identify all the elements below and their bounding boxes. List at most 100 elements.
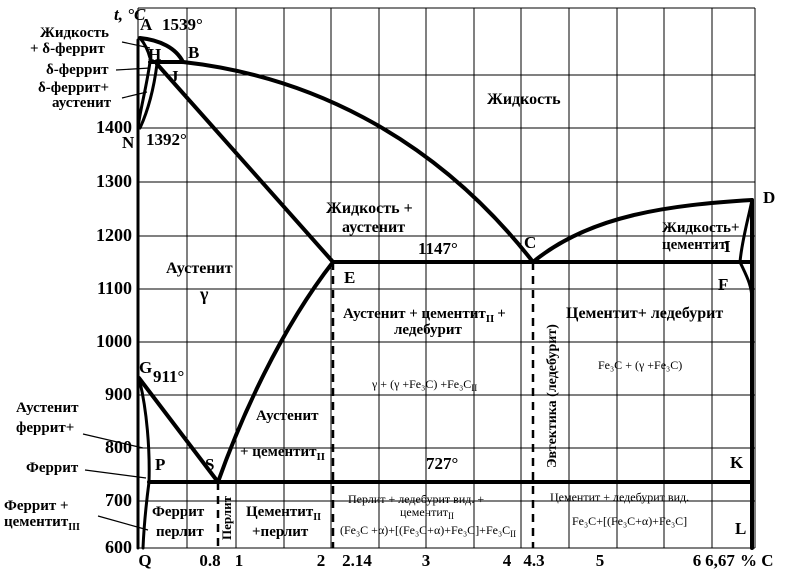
region-eutectic: Эвтектика (ледебурит)	[545, 324, 560, 468]
y-tick-1000: 1000	[96, 331, 132, 351]
region-liquid: Жидкость	[487, 91, 561, 108]
point-F: F	[718, 275, 728, 294]
region-cem-pearl-1: ЦементитII	[246, 504, 321, 523]
temp-1539: 1539°	[162, 15, 203, 34]
region-pl-2-sub: II	[448, 511, 454, 521]
region-aust-cem-led-formula: γ + (γ +Fe₃C) +Fe₃CII	[371, 377, 477, 393]
region-pl-3-sub: II	[510, 529, 516, 539]
region-cem-led: Цементит+ ледебурит	[566, 305, 723, 322]
point-S: S	[205, 455, 214, 474]
region-labels: Жидкость Жидкость + δ-феррит δ-феррит δ-…	[4, 25, 740, 540]
y-tick-800: 800	[105, 437, 132, 457]
region-pl-2: цементитII	[400, 505, 454, 521]
x-tick-1: 1	[235, 551, 244, 570]
point-B: B	[188, 43, 199, 62]
point-C: C	[524, 233, 536, 252]
y-tick-1300: 1300	[96, 171, 132, 191]
region-ferr-cem-2-main: цементит	[4, 514, 69, 530]
line-GP	[137, 376, 151, 484]
point-labels: A H B J N E C D I F G P S K L	[122, 15, 775, 538]
x-tick-0.8: 0.8	[199, 551, 220, 570]
point-G: G	[139, 358, 152, 377]
x-tick-3: 3	[422, 551, 431, 570]
region-aust-cem-led-formula-sub: II	[471, 383, 477, 393]
point-I: I	[724, 237, 731, 256]
line-PQ	[141, 480, 151, 550]
temperature-labels: 1539° 1392° 1147° 911° 727°	[146, 15, 458, 473]
region-ferr-pearl-2: перлит	[156, 524, 204, 540]
point-L: L	[735, 519, 746, 538]
x-tick-4.3: 4.3	[523, 551, 544, 570]
y-tick-1400: 1400	[96, 117, 132, 137]
region-pl-3: (Fe₃C +α)+[(Fe₃C+α)+Fe₃C]+Fe₃CII	[340, 523, 516, 539]
x-tick-5: 5	[596, 551, 605, 570]
region-ferr-cem-1: Феррит +	[4, 498, 69, 514]
point-H: H	[148, 45, 161, 64]
dashed-lines	[216, 262, 535, 548]
y-tick-1100: 1100	[97, 278, 132, 298]
region-gamma: γ	[199, 284, 209, 304]
region-ferr-cem-2-sub: III	[68, 522, 80, 533]
x-tick-Q: Q	[138, 551, 151, 570]
liquidus-CD	[531, 198, 754, 264]
region-delta-ferrite: δ-феррит	[46, 62, 109, 78]
line-GS	[137, 376, 220, 484]
region-aust-cem-2-main: + цементит	[240, 444, 317, 460]
region-delta-aust-1: δ-феррит+	[38, 80, 109, 96]
region-pl-2-main: цементит	[400, 505, 449, 519]
x-tick-4: 4	[503, 551, 512, 570]
point-E: E	[344, 268, 355, 287]
line-JN	[138, 62, 159, 130]
point-K: K	[730, 453, 744, 472]
region-aust-cem-led-1-sub: II	[486, 313, 495, 325]
region-cl-1: Цементит + ледебурит вид.	[550, 490, 689, 504]
region-aust-cem-led-1: Аустенит + цементитII +	[343, 306, 506, 325]
region-aust-ferr-2: феррит+	[16, 420, 74, 436]
x-tick-2: 2	[317, 551, 326, 570]
x-tick-6: 6	[693, 551, 702, 570]
y-tick-labels: 600 700 800 900 1000 1100 1200 1300 1400	[96, 117, 132, 557]
y-axis-title: t, °C	[114, 5, 146, 24]
region-austenite: Аустенит	[166, 260, 233, 277]
point-P: P	[155, 455, 165, 474]
region-cl-2: Fe₃C+[(Fe₃C+α)+Fe₃C]	[572, 514, 687, 528]
line-IF	[738, 260, 754, 302]
region-liquid-delta-2: + δ-феррит	[30, 41, 105, 57]
point-A: A	[140, 15, 153, 34]
region-cem-pearl-2: +перлит	[252, 524, 309, 540]
region-aust-ferr-1: Аустенит	[16, 400, 79, 416]
y-tick-1200: 1200	[96, 225, 132, 245]
x-tick-labels: Q 0.8 1 2 2.14 3 4 4.3 5 6 6,67	[138, 551, 735, 570]
region-cem-pearl-1-sub: II	[313, 512, 321, 523]
point-J: J	[170, 67, 179, 86]
region-aust-cem-2-sub: II	[317, 451, 326, 463]
region-aust-cem-2: + цементитII	[240, 444, 325, 463]
x-axis-title: % C	[740, 551, 774, 570]
temp-1392: 1392°	[146, 130, 187, 149]
y-tick-900: 900	[105, 384, 132, 404]
point-N: N	[122, 133, 135, 152]
region-cem-led-formula: Fe₃C + (γ +Fe₃C)	[598, 358, 682, 372]
region-liquid-cem-2: цементит	[662, 237, 727, 253]
region-pl-3-main: (Fe₃C +α)+[(Fe₃C+α)+Fe₃C]+Fe₃C	[340, 523, 510, 537]
liquidus-BC	[181, 60, 535, 264]
region-liquid-aust-1: Жидкость +	[326, 200, 413, 217]
region-aust-cem-led-2: ледебурит	[394, 322, 463, 338]
phase-lines	[136, 36, 754, 550]
temp-911: 911°	[153, 367, 184, 386]
region-aust-cem-led-1-plus: +	[497, 306, 506, 322]
line-ES	[216, 260, 335, 484]
region-aust-cem-led-formula-main: γ + (γ +Fe₃C) +Fe₃C	[371, 377, 471, 391]
region-cem-pearl-1-main: Цементит	[246, 504, 314, 520]
x-tick-2.14: 2.14	[342, 551, 372, 570]
region-liquid-delta-1: Жидкость	[40, 25, 109, 41]
solidus-JE	[155, 62, 335, 264]
region-aust-cem-led-1-main: Аустенит + цементит	[343, 306, 486, 322]
temp-727: 727°	[426, 454, 458, 473]
region-pearlite: Перлит	[219, 495, 234, 540]
x-tick-6.67: 6,67	[705, 551, 735, 570]
region-liquid-cem-1: Жидкость+	[662, 220, 740, 236]
liquidus-AB	[138, 36, 185, 64]
point-D: D	[763, 188, 775, 207]
